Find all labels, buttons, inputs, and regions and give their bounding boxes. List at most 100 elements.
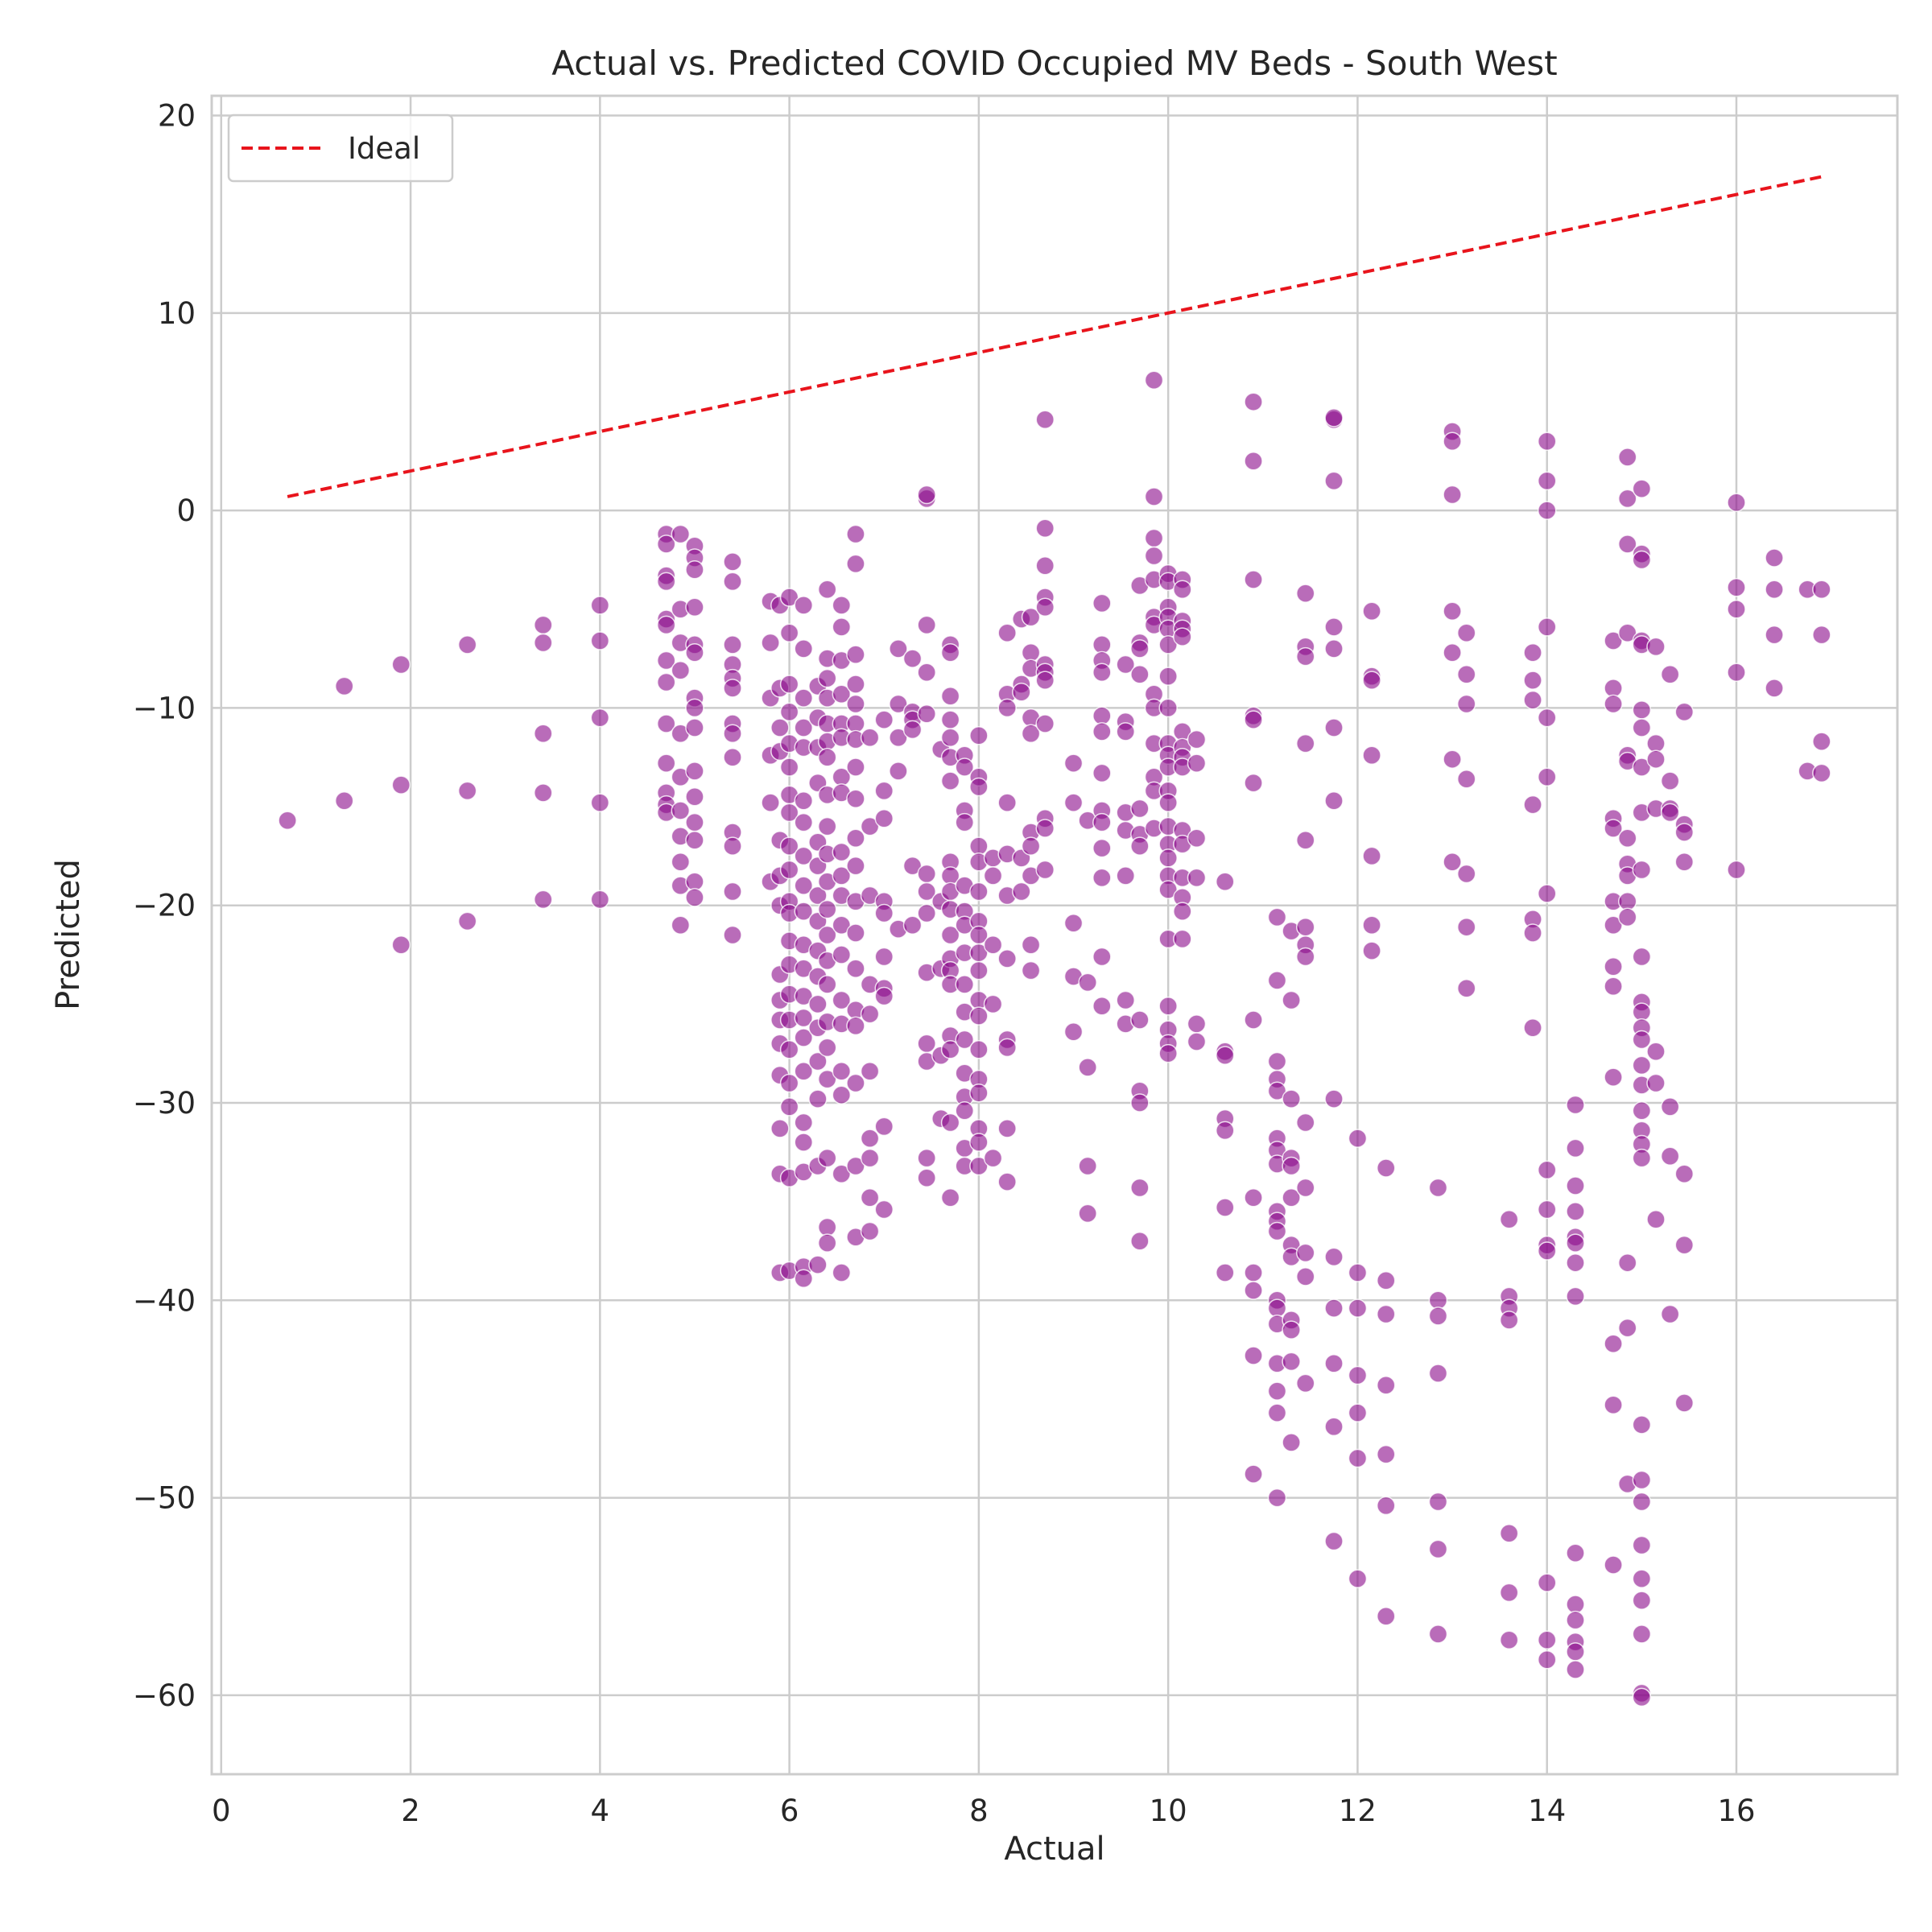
data-point (955, 1101, 974, 1121)
legend-ideal-label: Ideal (348, 131, 420, 166)
data-point (1158, 880, 1178, 899)
data-point (1523, 1018, 1542, 1038)
data-point (1674, 1393, 1695, 1413)
data-point (1428, 1364, 1448, 1383)
data-point (997, 623, 1017, 642)
data-point (794, 1269, 814, 1289)
ideal-line-group (287, 175, 1823, 498)
data-point (590, 596, 610, 615)
data-point (1078, 972, 1097, 993)
data-point (817, 1148, 837, 1168)
data-point (590, 890, 610, 910)
data-point (794, 688, 814, 708)
data-point (723, 724, 742, 744)
x-tick-label: 10 (1150, 1794, 1187, 1828)
data-point (779, 1097, 799, 1117)
data-point (1282, 1156, 1301, 1176)
data-point (1092, 868, 1112, 888)
data-point (1092, 947, 1112, 967)
data-point (917, 1034, 936, 1054)
data-point (1324, 639, 1344, 658)
x-tick-label: 0 (212, 1794, 231, 1828)
data-point (1617, 623, 1637, 642)
data-point (832, 990, 852, 1010)
data-point (902, 856, 923, 876)
data-point (1604, 631, 1623, 650)
data-point (770, 718, 790, 737)
data-point (457, 911, 477, 931)
data-point (817, 1038, 837, 1058)
data-point (794, 791, 814, 811)
data-point (969, 1006, 989, 1026)
data-point (846, 714, 865, 733)
data-point (969, 1156, 989, 1176)
data-point (1187, 1014, 1207, 1034)
data-point (1523, 923, 1542, 943)
data-point (794, 902, 814, 921)
data-point (1443, 642, 1462, 663)
data-point (1632, 758, 1652, 777)
data-point (1267, 1051, 1287, 1071)
x-tick-label: 2 (401, 1794, 420, 1828)
data-point (685, 559, 704, 580)
data-point (1092, 722, 1112, 741)
data-point (917, 864, 936, 884)
data-point (1428, 1492, 1448, 1512)
data-point (723, 836, 742, 856)
data-point (1566, 1095, 1585, 1115)
data-point (1646, 1073, 1666, 1093)
data-point (685, 718, 704, 737)
data-point (1376, 1304, 1396, 1324)
data-point (940, 686, 960, 706)
data-point (1660, 771, 1680, 791)
data-point (1617, 907, 1637, 927)
data-point (846, 554, 865, 574)
data-point (846, 1016, 865, 1036)
data-point (983, 935, 1003, 955)
data-point (1035, 860, 1055, 880)
data-point (1158, 997, 1178, 1016)
data-point (902, 720, 923, 740)
data-point (1158, 848, 1178, 868)
data-point (846, 694, 865, 714)
data-point (1537, 501, 1557, 520)
data-point (1727, 600, 1746, 619)
data-point (846, 675, 865, 694)
data-point (1632, 1535, 1652, 1555)
data-point (685, 762, 704, 781)
data-point (940, 1040, 960, 1059)
data-point (808, 886, 828, 906)
data-point (983, 994, 1003, 1014)
data-point (1130, 1093, 1150, 1113)
data-point (794, 846, 814, 866)
data-point (1428, 1290, 1448, 1311)
data-point (969, 1133, 989, 1152)
data-point (1158, 793, 1178, 812)
data-point (1537, 708, 1557, 728)
data-point (1604, 679, 1623, 698)
data-point (1632, 1002, 1652, 1022)
data-point (1499, 1523, 1519, 1543)
data-point (1604, 819, 1623, 838)
data-point (832, 1085, 852, 1104)
data-point (1116, 990, 1135, 1010)
ideal-line (287, 175, 1823, 498)
data-point (997, 1119, 1017, 1138)
data-point (1428, 1539, 1448, 1559)
data-point (1537, 1160, 1557, 1180)
data-point (671, 852, 691, 872)
data-point (278, 811, 297, 830)
data-point (1295, 646, 1315, 667)
data-point (779, 860, 799, 880)
data-point (874, 986, 894, 1006)
data-point (1566, 1286, 1585, 1307)
data-point (1632, 1591, 1652, 1610)
data-point (1617, 1253, 1637, 1273)
data-point (1012, 881, 1031, 902)
data-point (1566, 1202, 1585, 1221)
data-point (1428, 1178, 1448, 1198)
data-point (1244, 1346, 1263, 1365)
data-point (1617, 535, 1637, 554)
data-point (1566, 1138, 1585, 1158)
data-point (1282, 1187, 1301, 1208)
